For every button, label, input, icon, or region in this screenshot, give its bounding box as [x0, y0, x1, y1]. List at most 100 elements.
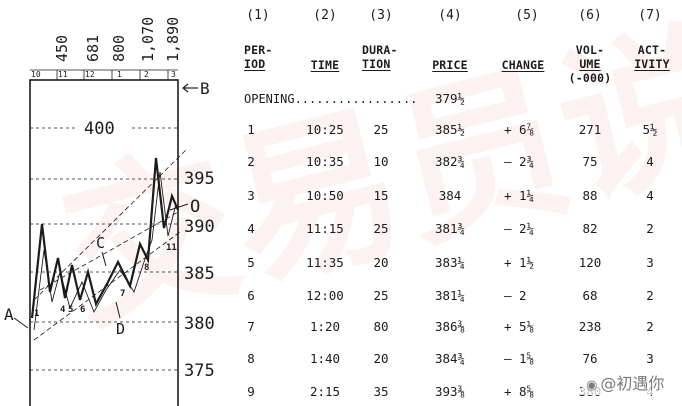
annotation-label: C: [96, 234, 105, 252]
column-number: (3): [369, 8, 393, 23]
cell-change: – 2¾: [504, 154, 535, 169]
cell-time: 10:35: [306, 154, 344, 169]
top-tick-label: 450: [53, 35, 71, 62]
wave-label: 4: [60, 305, 66, 315]
watermark-badge: ◉ @初遇你: [582, 369, 669, 395]
cell-change: + 5⅛: [504, 319, 535, 334]
cell-volume: 68: [582, 288, 598, 303]
top-tick-label: 800: [110, 35, 128, 62]
top-tick-label: 1,890: [164, 17, 182, 62]
top-volume-ticks: 450 681 800 1,070 1,890: [53, 17, 182, 62]
price-axis-label: 395: [184, 169, 215, 189]
cell-period: 5: [247, 255, 255, 270]
cell-duration: 35: [373, 384, 389, 399]
header-change: CHANGE: [501, 58, 545, 72]
watermark-badge-text: @初遇你: [600, 374, 665, 393]
cell-price: 384¾: [434, 351, 466, 366]
hour-label: 12: [85, 70, 95, 79]
cell-change: + 1½: [504, 255, 535, 270]
header-volume: VOL- UME (-000): [568, 43, 612, 85]
wave-label: 5: [68, 305, 73, 315]
annotation-label: O: [190, 197, 200, 217]
column-number: (6): [578, 8, 602, 23]
column-number: (7): [638, 8, 662, 23]
cell-time: 10:50: [306, 188, 344, 203]
cell-duration: 25: [373, 288, 389, 303]
cell-activity: 4: [646, 188, 654, 203]
cell-change: – 1⅝: [504, 351, 535, 366]
wave-label: 11: [166, 243, 177, 253]
cell-volume: 120: [578, 255, 602, 270]
cell-time: 11:15: [306, 221, 344, 236]
column-number: (2): [313, 8, 337, 23]
hour-label: 2: [144, 70, 149, 79]
price-wave-line-thin: [33, 171, 177, 331]
cell-time: 2:15: [309, 384, 341, 399]
cell-volume: 75: [582, 154, 598, 169]
header-price: PRICE: [432, 58, 468, 72]
price-axis-label: 375: [184, 361, 215, 381]
cell-volume: 76: [582, 351, 598, 366]
top-tick-label: 1,070: [139, 17, 157, 62]
intraday-chart: 450 681 800 1,070 1,890 10 11 12 1 2 3: [4, 17, 215, 406]
hour-label: 3: [171, 70, 176, 79]
cell-duration: 25: [373, 221, 389, 236]
cell-time: 12:00: [306, 288, 344, 303]
column-number: (5): [515, 8, 539, 23]
wave-label: 7: [120, 289, 125, 299]
annotation-label: B: [200, 79, 210, 98]
cell-activity: 2: [646, 319, 654, 334]
trading-table: (1) (2) (3) (4) (5) (6) (7) PER- IOD TIME…: [238, 0, 682, 406]
intraday-chart-panel: 450 681 800 1,070 1,890 10 11 12 1 2 3: [0, 0, 238, 406]
chart-frame: [29, 79, 179, 406]
cell-price: 383¼: [434, 255, 466, 270]
cell-activity: 3: [646, 255, 654, 270]
cell-change: + 1¼: [504, 188, 535, 203]
cell-price: 381¼: [434, 288, 466, 303]
cell-activity: 5½: [642, 122, 658, 137]
cell-price: 393⅜: [434, 384, 466, 399]
cell-volume: 88: [582, 188, 598, 203]
price-axis-label: 385: [184, 264, 215, 284]
cell-period: 3: [247, 188, 255, 203]
cell-change: – 2: [504, 288, 527, 303]
cell-duration: 20: [373, 351, 389, 366]
cell-change: – 2¼: [504, 221, 535, 236]
hour-label: 10: [31, 70, 41, 79]
header-period: PER- IOD: [244, 43, 273, 71]
price-axis-label: 380: [184, 314, 215, 334]
annotation-label: A: [4, 305, 14, 324]
inner-price-label: 400: [84, 119, 115, 139]
wave-label: 1: [34, 309, 39, 319]
cell-price: 384: [438, 188, 462, 203]
cell-price: 385½: [434, 122, 466, 137]
column-number: (4): [438, 8, 462, 23]
wave-label: 6: [80, 305, 85, 315]
hour-label: 11: [58, 70, 68, 79]
cell-price: 381¾: [434, 221, 466, 236]
chat-bubble-icon: ◉: [586, 378, 598, 393]
trend-line-mid: [39, 211, 179, 291]
cell-duration: 10: [373, 154, 389, 169]
opening-label: OPENING.................: [244, 92, 418, 106]
cell-period: 7: [247, 319, 255, 334]
cell-duration: 15: [373, 188, 389, 203]
column-number: (1): [246, 8, 270, 23]
cell-volume: 82: [582, 221, 598, 236]
cell-activity: 2: [646, 221, 654, 236]
cell-period: 1: [247, 122, 255, 137]
cell-volume: 271: [578, 122, 602, 137]
cell-time: 10:25: [306, 122, 344, 137]
cell-activity: 4: [646, 154, 654, 169]
cell-time: 1:40: [309, 351, 341, 366]
opening-price: 379½: [434, 91, 466, 106]
cell-duration: 25: [373, 122, 389, 137]
cell-change: + 8⅝: [504, 384, 535, 399]
cell-price: 382¾: [434, 154, 466, 169]
cell-activity: 2: [646, 288, 654, 303]
header-duration: DURA- TION: [362, 43, 398, 71]
cell-period: 2: [247, 154, 255, 169]
cell-volume: 238: [578, 319, 602, 334]
header-activity: ACT- IVITY: [634, 43, 670, 71]
